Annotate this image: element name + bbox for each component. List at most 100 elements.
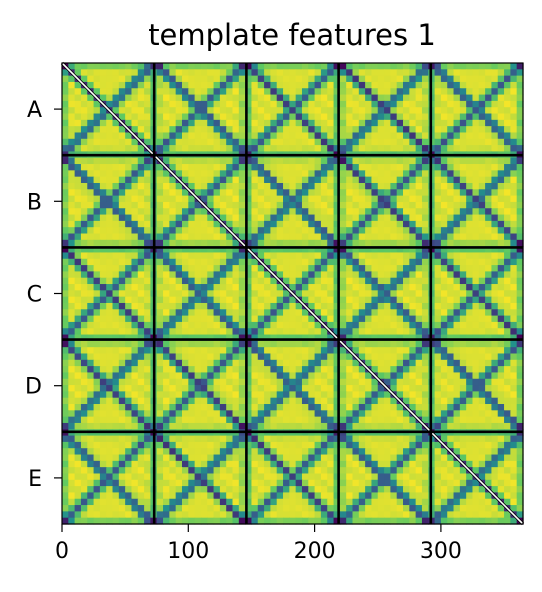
heatmap-cell — [314, 258, 322, 266]
heatmap-cell — [106, 404, 114, 411]
heatmap-cell — [207, 220, 215, 228]
heatmap-cell — [440, 239, 448, 247]
heatmap-cell — [478, 321, 486, 329]
heatmap-cell — [118, 410, 126, 418]
heatmap-cell — [403, 258, 410, 266]
heatmap-cell — [314, 454, 322, 462]
heatmap-cell — [447, 157, 455, 165]
heatmap-cell — [144, 473, 152, 481]
heatmap-cell — [207, 296, 215, 304]
heatmap-cell — [371, 119, 379, 127]
heatmap-cell — [156, 94, 164, 102]
heatmap-cell — [415, 208, 423, 216]
heatmap-cell — [87, 284, 95, 291]
heatmap-cell — [276, 138, 284, 146]
heatmap-cell — [478, 366, 486, 374]
heatmap-cell — [80, 391, 88, 399]
heatmap-cell — [377, 454, 385, 462]
heatmap-cell — [87, 454, 95, 462]
heatmap-cell — [207, 277, 215, 285]
heatmap-cell — [264, 126, 271, 134]
heatmap-cell — [93, 460, 101, 468]
heatmap-cell — [156, 239, 164, 247]
heatmap-cell — [466, 227, 474, 235]
heatmap-cell — [434, 359, 442, 367]
heatmap-cell — [68, 290, 76, 298]
heatmap-cell — [106, 353, 114, 361]
heatmap-cell — [226, 113, 234, 121]
heatmap-cell — [301, 113, 309, 121]
heatmap-cell — [447, 277, 455, 285]
heatmap-cell — [472, 126, 480, 134]
heatmap-cell — [301, 157, 309, 165]
heatmap-cell — [118, 366, 126, 374]
heatmap-cell — [459, 233, 467, 241]
heatmap-cell — [283, 454, 290, 462]
heatmap-cell — [232, 347, 240, 355]
heatmap-cell — [264, 467, 271, 475]
heatmap-cell — [219, 107, 227, 115]
heatmap-cell — [62, 347, 69, 355]
heatmap-cell — [320, 132, 328, 140]
heatmap-cell — [188, 290, 196, 298]
heatmap-cell — [156, 233, 164, 241]
heatmap-cell — [68, 284, 76, 291]
heatmap-cell — [358, 170, 366, 178]
heatmap-cell — [276, 359, 284, 367]
heatmap-cell — [510, 416, 518, 424]
heatmap-cell — [447, 252, 455, 260]
heatmap-cell — [434, 227, 442, 235]
heatmap-cell — [245, 372, 253, 380]
heatmap-cell — [434, 397, 442, 405]
heatmap-cell — [440, 157, 448, 165]
heatmap-cell — [257, 157, 265, 165]
heatmap-cell — [314, 239, 322, 247]
heatmap-cell — [87, 220, 95, 228]
heatmap-cell — [459, 366, 467, 374]
heatmap-cell — [62, 454, 69, 462]
heatmap-cell — [333, 138, 341, 146]
heatmap-cell — [200, 404, 208, 411]
heatmap-cell — [466, 340, 474, 348]
heatmap-cell — [415, 107, 423, 115]
heatmap-cell — [478, 252, 486, 260]
heatmap-cell — [68, 328, 76, 336]
heatmap-cell — [264, 107, 271, 115]
heatmap-cell — [459, 486, 467, 494]
heatmap-cell — [415, 94, 423, 102]
heatmap-cell — [377, 340, 385, 348]
heatmap-cell — [396, 296, 404, 304]
heatmap-cell — [125, 321, 133, 329]
heatmap-cell — [169, 460, 177, 468]
heatmap-cell — [365, 81, 373, 89]
heatmap-cell — [251, 404, 259, 411]
heatmap-cell — [314, 100, 322, 108]
heatmap-cell — [289, 296, 297, 304]
heatmap-cell — [251, 284, 259, 291]
heatmap-cell — [485, 460, 493, 468]
heatmap-cell — [264, 119, 271, 127]
heatmap-cell — [87, 138, 95, 146]
heatmap-cell — [181, 359, 189, 367]
heatmap-cell — [459, 309, 467, 317]
heatmap-cell — [314, 145, 322, 153]
heatmap-cell — [371, 416, 379, 424]
heatmap-cell — [118, 460, 126, 468]
heatmap-cell — [80, 315, 88, 323]
heatmap-cell — [466, 385, 474, 392]
heatmap-cell — [440, 63, 448, 70]
heatmap-cell — [447, 454, 455, 462]
heatmap-cell — [346, 359, 354, 367]
heatmap-cell — [163, 454, 170, 462]
heatmap-cell — [144, 277, 152, 285]
heatmap-cell — [80, 372, 88, 380]
heatmap-cell — [270, 164, 278, 171]
heatmap-cell — [194, 157, 202, 165]
heatmap-cell — [118, 252, 126, 260]
heatmap-cell — [301, 208, 309, 216]
heatmap-cell — [80, 277, 88, 285]
heatmap-cell — [314, 220, 322, 228]
heatmap-cell — [232, 359, 240, 367]
heatmap-cell — [213, 138, 221, 146]
heatmap-cell — [175, 107, 183, 115]
